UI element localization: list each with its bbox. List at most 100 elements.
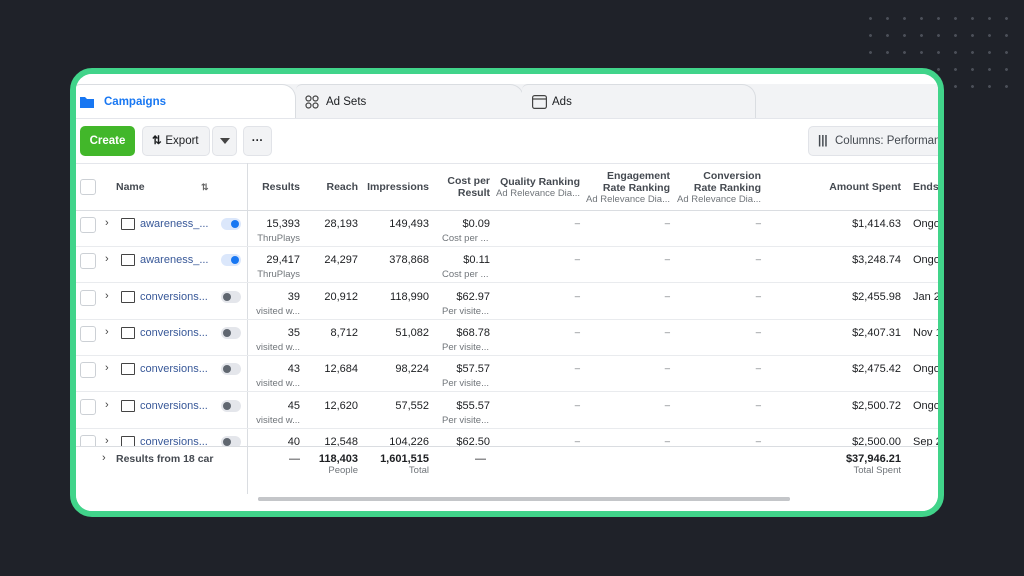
impressions-cell: 104,226	[389, 435, 429, 448]
folder-icon	[80, 97, 94, 108]
tab-label: Campaigns	[104, 96, 166, 108]
tab[interactable]: Campaigns	[76, 84, 296, 118]
header-cell: Engagement Rate Ranking	[602, 170, 670, 194]
toggle[interactable]	[221, 399, 241, 412]
folder-icon	[121, 290, 135, 303]
ends-cell: Ongo	[913, 363, 938, 376]
campaign-name[interactable]: conversions...	[140, 399, 208, 412]
folder-icon	[121, 363, 135, 376]
header-cell: Results	[262, 181, 300, 193]
checkbox[interactable]	[80, 325, 96, 342]
expand-chevron[interactable]: ›	[105, 217, 109, 229]
tab[interactable]: Ad Sets	[296, 84, 524, 118]
footer-bg	[76, 447, 938, 494]
folder-icon	[121, 399, 135, 412]
quality-cell: –	[574, 254, 580, 266]
row-divider	[76, 427, 938, 429]
conversion-cell: –	[755, 435, 761, 447]
checkbox[interactable]	[80, 398, 96, 415]
tab-label: Ad Sets	[326, 96, 367, 108]
footer-amount-label: Total Spent	[853, 465, 901, 476]
ends-cell: Nov 1	[913, 326, 938, 339]
cost-cell: $68.78	[456, 326, 490, 339]
conversion-cell: –	[755, 218, 761, 229]
toggle[interactable]	[221, 254, 241, 267]
quality-cell: –	[574, 363, 580, 375]
quality-cell: –	[574, 218, 580, 229]
reach-cell: 12,548	[324, 435, 358, 448]
checkbox[interactable]	[80, 217, 96, 233]
row-divider	[76, 246, 938, 247]
engagement-cell: –	[664, 326, 670, 338]
campaign-name[interactable]: conversions...	[140, 326, 208, 339]
cost-cell: $0.09	[462, 218, 490, 230]
toggle-knob	[223, 437, 231, 446]
checkbox[interactable]	[80, 253, 96, 270]
export-button[interactable]: ⇅ Export	[142, 126, 210, 156]
results-cell: 40	[287, 435, 300, 448]
expand-chevron[interactable]: ›	[105, 289, 109, 302]
checkbox[interactable]	[80, 289, 96, 306]
campaign-name[interactable]: awareness_...	[140, 254, 209, 267]
quality-cell: –	[574, 290, 580, 302]
ends-cell: Ongo	[913, 399, 938, 412]
reach-cell: 28,193	[324, 218, 358, 230]
header-sub: Ad Relevance Dia...	[586, 194, 670, 205]
ads-manager: Campaigns Ad Sets Ads Create ⇅ Export ···…	[76, 74, 938, 511]
columns-button[interactable]: ||| Columns: Performanc	[808, 126, 938, 156]
expand-chevron[interactable]: ›	[102, 452, 106, 464]
ends-cell: Ongo	[913, 218, 938, 230]
grid-icon	[305, 95, 319, 109]
footer-reach: 118,403	[318, 453, 358, 465]
header-cell: Quality Ranking	[500, 176, 580, 188]
campaign-name[interactable]: conversions...	[140, 290, 208, 303]
reach-cell: 8,712	[330, 326, 358, 339]
more-button[interactable]: ···	[243, 126, 272, 156]
header-bottom	[76, 210, 938, 211]
results-label: visited w...	[256, 378, 300, 390]
scrollbar[interactable]	[258, 497, 790, 501]
reach-cell: 24,297	[324, 254, 358, 267]
columns-icon: |||	[818, 135, 828, 147]
results-label: ThruPlays	[257, 269, 300, 281]
checkbox[interactable]	[80, 179, 96, 195]
toggle-knob	[223, 401, 231, 410]
toggle[interactable]	[221, 326, 241, 339]
campaign-name[interactable]: conversions...	[140, 435, 208, 448]
header-sub: Ad Relevance Dia...	[496, 188, 580, 199]
results-label: ThruPlays	[257, 233, 300, 244]
campaign-name[interactable]: awareness_...	[140, 218, 209, 230]
folder-icon	[121, 218, 135, 230]
expand-chevron[interactable]: ›	[105, 434, 109, 447]
expand-chevron[interactable]: ›	[105, 253, 109, 266]
campaign-name[interactable]: conversions...	[140, 363, 208, 376]
toggle[interactable]	[221, 363, 241, 376]
cost-label: Per visite...	[442, 414, 489, 426]
amount-cell: $1,414.63	[852, 218, 901, 230]
tab[interactable]: Ads	[522, 84, 756, 118]
toggle-knob	[223, 328, 231, 337]
folder-icon	[121, 254, 135, 267]
create-button[interactable]: Create	[80, 126, 135, 156]
header-cell: Conversion Rate Ranking	[693, 170, 761, 194]
expand-chevron[interactable]: ›	[105, 325, 109, 338]
conversion-cell: –	[755, 363, 761, 375]
expand-chevron[interactable]: ›	[105, 398, 109, 411]
impressions-cell: 98,224	[395, 363, 429, 376]
footer-impressions-label: Total	[408, 465, 429, 476]
expand-chevron[interactable]: ›	[105, 362, 109, 375]
engagement-cell: –	[664, 399, 670, 411]
quality-cell: –	[574, 326, 580, 338]
impressions-cell: 57,552	[395, 399, 429, 412]
toggle[interactable]	[221, 290, 241, 303]
results-cell: 45	[287, 399, 300, 412]
cost-label: Per visite...	[442, 341, 489, 353]
reach-cell: 12,684	[324, 363, 358, 376]
amount-cell: $2,475.42	[852, 363, 901, 376]
ends-cell: Jan 2	[913, 290, 938, 303]
toggle[interactable]	[221, 435, 241, 448]
dropdown-button[interactable]	[212, 126, 237, 156]
toggle[interactable]	[221, 218, 241, 230]
checkbox[interactable]	[80, 362, 96, 379]
cost-cell: $62.97	[456, 290, 490, 303]
